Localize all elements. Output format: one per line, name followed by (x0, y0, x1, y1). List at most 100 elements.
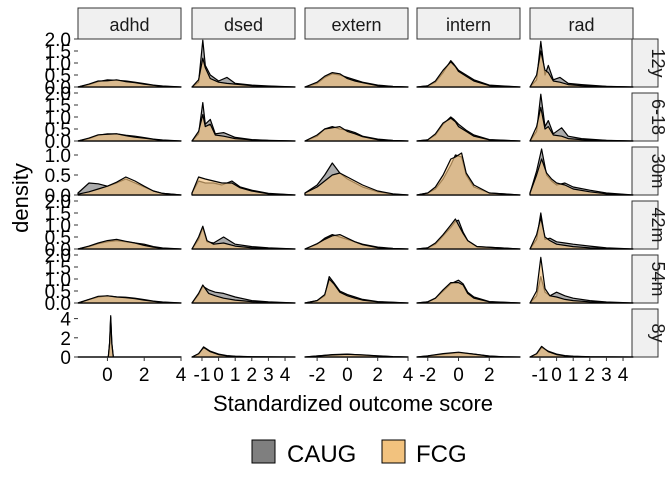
x-ticks-rad: -1 0 1 2 3 4 (532, 357, 629, 386)
density-fcg-6-18-adhd (77, 133, 182, 142)
density-caug-8y-adhd (77, 315, 182, 358)
row-strips: 12y 6-18 30m 42m 54m 8y (631, 38, 668, 358)
x-tick-label: 0 (453, 365, 464, 386)
y-tick-label: 1.5 (45, 96, 71, 117)
x-tick-label: 3 (263, 365, 274, 386)
strip-30m: 30m (631, 146, 668, 196)
y-tick-label: 0 (60, 348, 71, 369)
x-tick-label: 3 (601, 365, 612, 386)
y-tick-label: 2.0 (45, 246, 71, 267)
density-fcg-42m-extern (304, 234, 409, 250)
density-fcg-54m-rad (529, 256, 634, 304)
density-fcg-8y-extern (304, 353, 409, 358)
density-fcg-8y-adhd (77, 317, 182, 358)
strip-box (529, 7, 634, 40)
legend-label-fcg: FCG (416, 441, 467, 468)
strip-label-30m: 30m (648, 153, 668, 188)
y-tick-label: 1.5 (45, 204, 71, 225)
strip-box (77, 7, 182, 40)
strip-dsed: dsed (191, 7, 296, 40)
y-axis-title: density (8, 163, 33, 233)
panel-8y-rad (529, 345, 634, 358)
y-tick-label: 2.0 (45, 30, 71, 51)
density-fcg-30m-rad (529, 158, 634, 196)
y-tick-label: 0.0 (45, 132, 71, 153)
density-fcg-30m-adhd (77, 176, 182, 196)
density-fcg-12y-intern (416, 61, 521, 88)
y-tick-label: 1.0 (45, 54, 71, 75)
y-axis-ticks: 0.00.51.01.52.00.00.51.01.52.00.00.51.00… (45, 30, 78, 369)
strip-box (631, 254, 659, 304)
y-tick-label: 2.0 (45, 192, 71, 213)
panel-6-18-intern (416, 116, 521, 142)
strip-label-6-18: 6-18 (648, 99, 668, 135)
x-tick-label: 2 (139, 365, 150, 386)
y-tick-label: 1.0 (45, 146, 71, 167)
y-tick-label: 0.5 (45, 66, 71, 87)
density-fcg-54m-dsed (191, 284, 296, 304)
x-tick-label: -2 (419, 365, 436, 386)
y-tick-label: 1.0 (45, 108, 71, 129)
x-tick-label: 0 (551, 365, 562, 386)
x-tick-label: 1 (568, 365, 579, 386)
y-tick-label: 1.0 (45, 270, 71, 291)
panel-30m-dsed (191, 176, 296, 196)
y-tick-label: 0.5 (45, 120, 71, 141)
density-fcg-30m-extern (304, 172, 409, 196)
x-tick-label: 2 (372, 365, 383, 386)
panel-12y-dsed (191, 39, 296, 88)
panel-8y-dsed (191, 346, 296, 358)
y-tick-label: 0.0 (45, 186, 71, 207)
y-tick-label: 0.0 (45, 78, 71, 99)
panel-30m-extern (304, 162, 409, 196)
strip-intern: intern (416, 7, 521, 40)
strip-label-intern: intern (446, 15, 491, 35)
panel-54m-adhd (77, 295, 182, 304)
strip-box (631, 308, 659, 358)
y-ticks-54m: 0.00.51.01.52.0 (45, 246, 78, 315)
panel-8y-extern (304, 353, 409, 358)
strip-6-18: 6-18 (631, 92, 668, 142)
x-tick-label: 2 (484, 365, 495, 386)
x-ticks-extern: -2 0 2 4 (309, 357, 414, 386)
panel-42m-intern (416, 218, 521, 250)
y-tick-label: 0.5 (45, 228, 71, 249)
y-ticks-12y: 0.00.51.01.52.0 (45, 30, 78, 99)
density-fcg-54m-adhd (77, 295, 182, 304)
legend-key-fcg (381, 439, 406, 464)
panel-6-18-rad (529, 93, 634, 142)
x-tick-label: 4 (403, 365, 414, 386)
x-tick-label: 4 (280, 365, 291, 386)
y-tick-label: 4 (60, 310, 71, 331)
panel-12y-adhd (77, 79, 182, 88)
density-fcg-6-18-dsed (191, 114, 296, 142)
y-tick-label: 0.0 (45, 240, 71, 261)
density-fcg-12y-extern (304, 72, 409, 88)
strip-42m: 42m (631, 200, 668, 250)
x-tick-label: 4 (618, 365, 629, 386)
density-fcg-30m-intern (416, 152, 521, 196)
density-fcg-42m-adhd (77, 238, 182, 250)
y-ticks-42m: 0.00.51.01.52.0 (45, 192, 78, 261)
panel-54m-dsed (191, 284, 296, 304)
y-ticks-8y: 024 (60, 310, 78, 369)
y-tick-label: 1.0 (45, 216, 71, 237)
density-fcg-54m-intern (416, 282, 521, 304)
panel-42m-extern (304, 234, 409, 250)
density-fcg-8y-intern (416, 351, 521, 358)
x-tick-label: 1 (230, 365, 241, 386)
x-axis-ticks: 0 2 4 -1 0 1 2 3 4 -2 0 2 4 -2 0 2 -1 0 1 2 3 4 (102, 357, 629, 386)
density-fcg-42m-dsed (191, 225, 296, 250)
strip-54m: 54m (631, 254, 668, 304)
panel-6-18-dsed (191, 102, 296, 142)
density-fcg-12y-adhd (77, 79, 182, 88)
density-fcg-42m-intern (416, 218, 521, 250)
panel-54m-extern (304, 276, 409, 304)
x-ticks-adhd: 0 2 4 (102, 357, 187, 386)
x-tick-label: 0 (342, 365, 353, 386)
density-fcg-8y-rad (529, 345, 634, 358)
facet-panels (77, 39, 634, 358)
panel-54m-rad (529, 256, 634, 304)
panel-12y-extern (304, 72, 409, 88)
